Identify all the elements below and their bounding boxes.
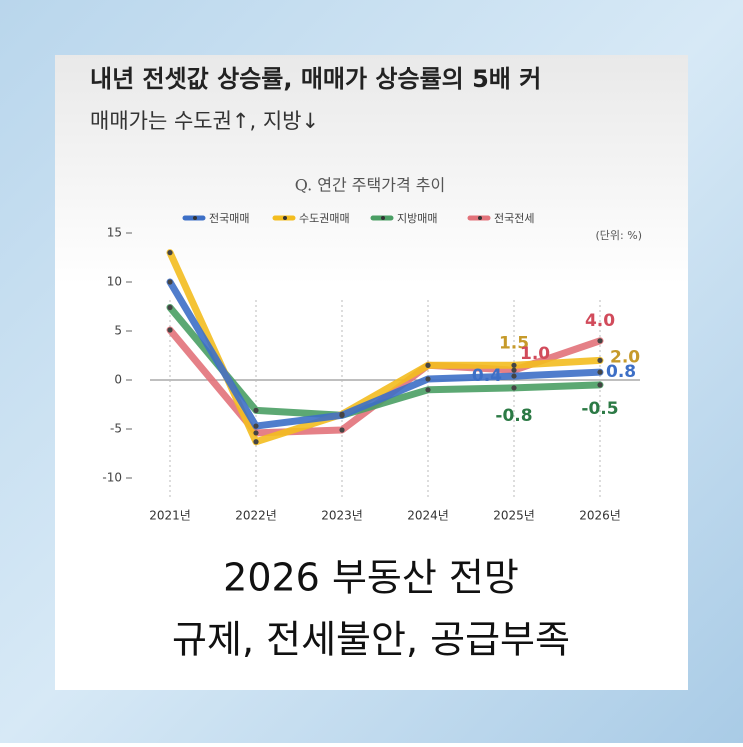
x-tick-label: 2021년 bbox=[149, 509, 191, 523]
value-label: 1.0 bbox=[520, 344, 550, 364]
photo-backdrop bbox=[55, 55, 688, 285]
y-tick-label: 0 bbox=[114, 373, 122, 387]
legend-label: 지방매매 bbox=[397, 212, 437, 225]
data-point bbox=[253, 407, 259, 413]
value-label: 0.8 bbox=[606, 362, 636, 382]
x-tick-label: 2023년 bbox=[321, 509, 363, 523]
series-line bbox=[166, 278, 604, 430]
data-point bbox=[253, 439, 259, 445]
data-point bbox=[339, 427, 345, 433]
x-tick-label: 2024년 bbox=[407, 509, 449, 523]
y-tick-label: -10 bbox=[102, 471, 122, 485]
data-point bbox=[253, 430, 259, 436]
caption-line: 규제, 전세불안, 공급부족 bbox=[172, 618, 570, 662]
unit-note: (단위: %) bbox=[596, 229, 642, 242]
data-point bbox=[511, 362, 517, 368]
x-tick-label: 2026년 bbox=[579, 509, 621, 523]
data-point bbox=[597, 369, 603, 375]
data-point bbox=[167, 279, 173, 285]
data-point bbox=[597, 338, 603, 344]
y-tick-label: 5 bbox=[114, 324, 122, 338]
value-label: 1.5 bbox=[499, 333, 529, 353]
data-point bbox=[253, 423, 259, 429]
data-point bbox=[425, 362, 431, 368]
value-label: -0.5 bbox=[581, 399, 618, 419]
data-point bbox=[597, 357, 603, 363]
legend-label: 전국매매 bbox=[209, 212, 249, 225]
legend-dot bbox=[381, 216, 385, 220]
data-point bbox=[511, 367, 517, 373]
data-point bbox=[425, 387, 431, 393]
legend-label: 수도권매매 bbox=[299, 212, 350, 225]
data-point bbox=[511, 373, 517, 379]
data-point bbox=[511, 385, 517, 391]
headline: 내년 전셋값 상승률, 매매가 상승률의 5배 커 bbox=[90, 65, 541, 93]
series-line bbox=[166, 249, 604, 446]
data-point bbox=[167, 250, 173, 256]
data-point bbox=[167, 327, 173, 333]
y-tick-label: 10 bbox=[107, 275, 122, 289]
x-tick-label: 2025년 bbox=[493, 509, 535, 523]
data-point bbox=[167, 304, 173, 311]
plot: -10 -5 0 5 10 15 2021년 2022년 2023년 2024년 2025년 2026… bbox=[102, 212, 640, 523]
caption-line: 2026 부동산 전망 bbox=[223, 556, 519, 600]
legend-dot bbox=[283, 216, 287, 220]
value-label: -0.8 bbox=[495, 406, 532, 426]
subheadline: 매매가는 수도권↑, 지방↓ bbox=[90, 109, 319, 133]
legend-dot bbox=[478, 216, 482, 220]
data-point bbox=[597, 382, 603, 388]
value-label: 2.0 bbox=[610, 347, 640, 367]
y-tick-label: 15 bbox=[107, 226, 122, 240]
legend-dot bbox=[193, 216, 197, 220]
value-label: 0.4 bbox=[472, 366, 502, 386]
x-tick-label: 2022년 bbox=[235, 509, 277, 523]
y-tick-label: -5 bbox=[110, 422, 122, 436]
data-point bbox=[425, 376, 431, 382]
chart-title: Q. 연간 주택가격 추이 bbox=[295, 176, 445, 195]
series-line bbox=[166, 303, 604, 419]
value-label: 4.0 bbox=[585, 311, 615, 331]
data-point bbox=[339, 412, 345, 418]
legend-label: 전국전세 bbox=[494, 212, 534, 225]
